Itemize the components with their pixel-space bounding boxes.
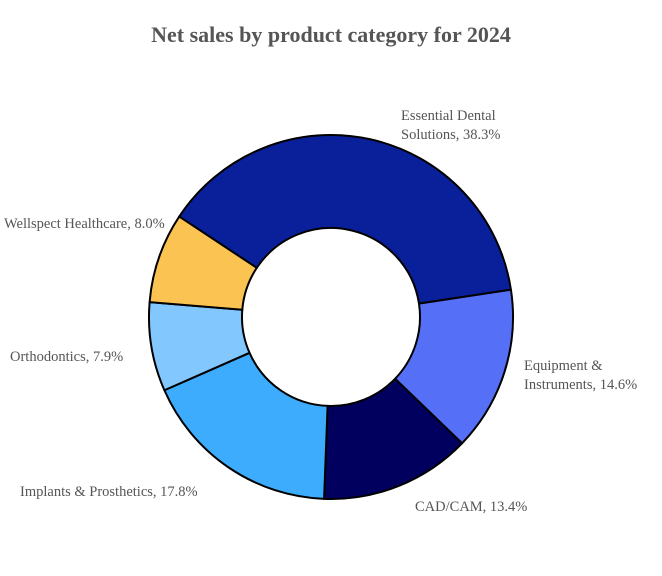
slice-implants-and-prosthetics — [163, 351, 329, 500]
label-equipment-and-instruments: Equipment & Instruments, 14.6% — [524, 358, 637, 393]
slices-group — [148, 134, 514, 500]
slice-essential-dental-solutions — [178, 134, 512, 305]
label-wellspect-healthcare: Wellspect Healthcare, 8.0% — [4, 216, 165, 232]
label-cad-cam: CAD/CAM, 13.4% — [415, 499, 527, 515]
label-essential-dental-solutions: Essential Dental Solutions, 38.3% — [401, 108, 501, 143]
label-orthodontics: Orthodontics, 7.9% — [10, 349, 123, 365]
chart-title: Net sales by product category for 2024 — [151, 22, 511, 47]
label-implants-and-prosthetics: Implants & Prosthetics, 17.8% — [20, 484, 198, 500]
slice-wellspect-healthcare — [148, 215, 258, 311]
labels-group: Essential Dental Solutions, 38.3% Equipmen… — [4, 108, 637, 515]
